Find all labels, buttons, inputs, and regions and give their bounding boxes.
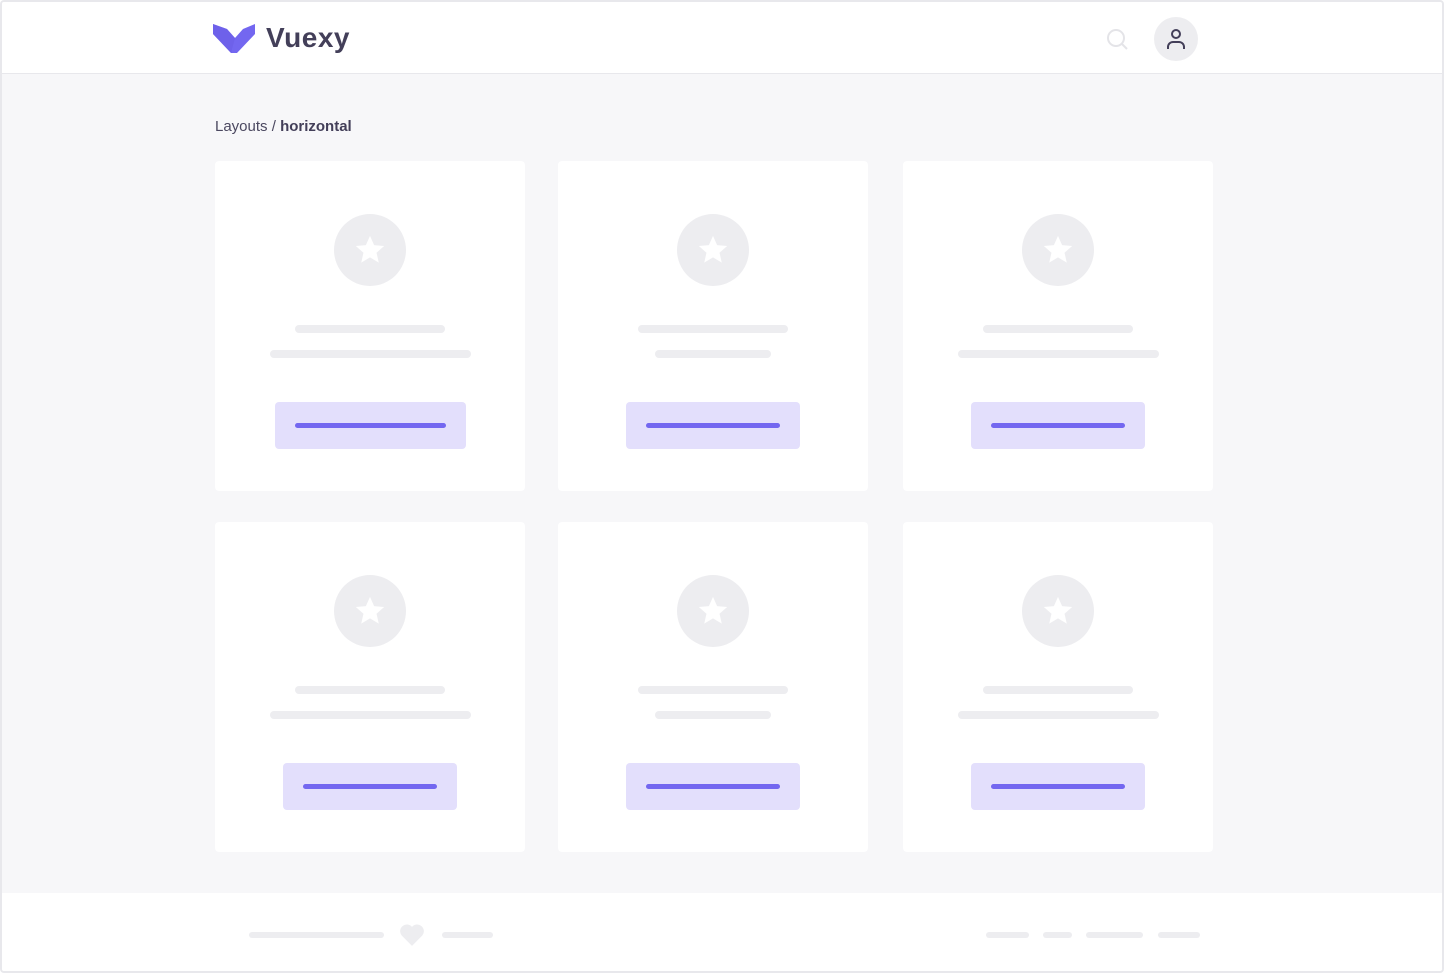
card	[903, 161, 1213, 491]
card-title-placeholder	[983, 686, 1133, 694]
breadcrumb-current: horizontal	[280, 118, 352, 135]
footer	[2, 893, 1442, 971]
search-icon[interactable]	[1106, 28, 1130, 52]
card-text-placeholder	[957, 711, 1159, 719]
card-icon-circle	[677, 214, 749, 286]
card-icon-circle	[1022, 575, 1094, 647]
star-icon	[698, 596, 728, 624]
card	[215, 161, 525, 491]
card-button[interactable]	[283, 763, 457, 810]
user-icon	[1167, 29, 1185, 49]
avatar[interactable]	[1154, 17, 1198, 61]
star-icon	[355, 235, 385, 263]
card-button-label-placeholder	[294, 423, 446, 428]
card-button-label-placeholder	[991, 423, 1125, 428]
star-icon	[355, 596, 385, 624]
vuexy-logo-icon[interactable]	[213, 24, 257, 54]
card	[558, 522, 868, 852]
footer-link-placeholder[interactable]	[1043, 932, 1072, 938]
footer-link-placeholder[interactable]	[1158, 932, 1200, 938]
footer-text-placeholder	[442, 932, 493, 938]
card-button-label-placeholder	[646, 423, 780, 428]
card-title-placeholder	[983, 325, 1133, 333]
footer-link-placeholder[interactable]	[986, 932, 1029, 938]
card-icon-circle	[1022, 214, 1094, 286]
brand-name[interactable]: Vuexy	[266, 22, 350, 53]
card-text-placeholder	[655, 711, 771, 719]
footer-text-placeholder	[249, 932, 384, 938]
breadcrumb-separator: /	[267, 118, 281, 135]
footer-link-placeholder[interactable]	[1086, 932, 1143, 938]
card-text-placeholder	[957, 350, 1159, 358]
star-icon	[1043, 596, 1073, 624]
card-text-placeholder	[655, 350, 771, 358]
card-icon-circle	[334, 575, 406, 647]
card-button[interactable]	[626, 763, 800, 810]
top-navbar: Vuexy	[2, 2, 1442, 74]
breadcrumb: Layouts / horizontal	[215, 118, 352, 135]
card-text-placeholder	[269, 711, 471, 719]
card-title-placeholder	[638, 325, 788, 333]
card-button-label-placeholder	[991, 784, 1125, 789]
breadcrumb-parent[interactable]: Layouts	[215, 118, 268, 135]
card-title-placeholder	[295, 686, 445, 694]
card-icon-circle	[334, 214, 406, 286]
star-icon	[1043, 235, 1073, 263]
card	[903, 522, 1213, 852]
card	[215, 522, 525, 852]
star-icon	[698, 235, 728, 263]
card-title-placeholder	[295, 325, 445, 333]
card-button[interactable]	[626, 402, 800, 449]
card	[558, 161, 868, 491]
card-button[interactable]	[274, 402, 466, 449]
card-button[interactable]	[971, 763, 1145, 810]
card-text-placeholder	[269, 350, 471, 358]
card-button-label-placeholder	[303, 784, 437, 789]
card-button-label-placeholder	[646, 784, 780, 789]
card-button[interactable]	[971, 402, 1145, 449]
card-icon-circle	[677, 575, 749, 647]
heart-icon	[400, 924, 424, 946]
card-title-placeholder	[638, 686, 788, 694]
